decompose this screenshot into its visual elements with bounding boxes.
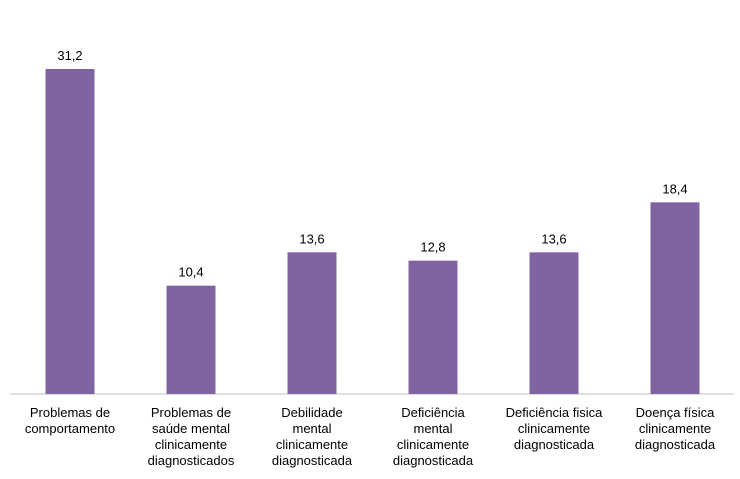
bar-0 <box>45 69 95 394</box>
data-label-1: 10,4 <box>178 265 203 280</box>
bar-1 <box>166 285 216 394</box>
bar-4 <box>529 252 579 394</box>
data-label-3: 12,8 <box>420 240 445 255</box>
category-label-1: Problemas de saúde mental clinicamente d… <box>147 405 235 468</box>
bar-5 <box>650 202 700 394</box>
bar-2 <box>287 252 337 394</box>
bar-3 <box>408 260 458 394</box>
category-label-2: Debilidade mental clinicamente diagnosti… <box>271 405 353 468</box>
data-label-5: 18,4 <box>662 181 687 196</box>
category-label-0: Problemas de comportamento <box>24 405 116 436</box>
category-label-4: Deficiência fisica clinicamente diagnost… <box>505 405 603 452</box>
data-label-0: 31,2 <box>57 48 82 63</box>
category-label-5: Doença física clinicamente diagnosticada <box>634 405 716 452</box>
data-label-4: 13,6 <box>541 231 566 246</box>
data-label-2: 13,6 <box>299 231 324 246</box>
category-label-3: Deficiência mental clinicamente diagnost… <box>392 405 474 468</box>
